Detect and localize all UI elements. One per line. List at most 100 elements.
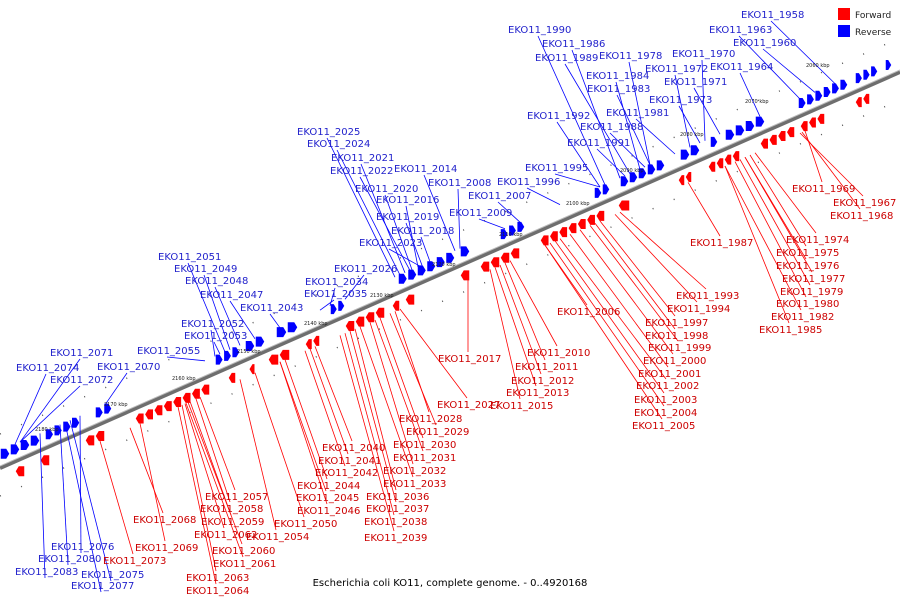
reverse-gene-label: EKO11_2052 [181, 319, 244, 330]
reverse-gene-label: EKO11_1971 [664, 77, 727, 88]
forward-gene-label: EKO11_2038 [364, 517, 427, 528]
forward-gene-block [708, 161, 716, 172]
reverse-gene-label: EKO11_2053 [184, 331, 247, 342]
reverse-gene-block [647, 164, 656, 175]
forward-gene-block [154, 405, 163, 416]
reverse-gene-block [832, 83, 839, 94]
forward-gene-block [778, 130, 786, 141]
reverse-gene-label: EKO11_2026 [334, 264, 397, 275]
forward-gene-connector [379, 317, 424, 439]
reverse-gene-label: EKO11_2008 [428, 178, 491, 189]
forward-gene-label: EKO11_2004 [634, 408, 697, 419]
forward-gene-label: EKO11_2011 [515, 362, 578, 373]
forward-gene-block [587, 214, 595, 225]
reverse-gene-label: EKO11_2074 [16, 363, 79, 374]
reverse-gene-label: EKO11_1983 [587, 84, 650, 95]
kbp-mark-label: 2140 kbp [304, 321, 328, 327]
reverse-gene-block [629, 172, 638, 183]
forward-gene-block [480, 261, 490, 272]
forward-gene-block [460, 270, 470, 281]
forward-gene-connector [344, 333, 395, 516]
reverse-gene-block [815, 90, 823, 101]
forward-gene-label: EKO11_1994 [667, 304, 730, 315]
reverse-gene-block [594, 187, 602, 198]
forward-gene-label: EKO11_2029 [406, 427, 469, 438]
reverse-gene-connector [79, 415, 82, 554]
forward-gene-block [249, 364, 255, 375]
forward-gene-connector [177, 406, 217, 585]
reverse-gene-connector [187, 262, 226, 353]
reverse-gene-label: EKO11_1986 [542, 39, 605, 50]
reverse-gene-label: EKO11_2049 [174, 264, 237, 275]
reverse-gene-block [408, 269, 417, 280]
reverse-gene-label: EKO11_1964 [710, 62, 773, 73]
reverse-gene-block [690, 145, 700, 156]
forward-gene-label: EKO11_1993 [676, 291, 739, 302]
forward-gene-block [40, 455, 50, 466]
legend: Forward Reverse [838, 8, 892, 38]
forward-gene-block [685, 172, 692, 183]
reverse-gene-block [10, 444, 20, 455]
kbp-mark-label: 2060 kbp [806, 63, 830, 69]
reverse-gene-connector [229, 300, 256, 340]
forward-gene-connector [801, 131, 861, 210]
forward-gene-connector [199, 396, 236, 491]
reverse-gene-label: EKO11_1958 [741, 10, 804, 21]
forward-gene-label: EKO11_2045 [296, 493, 359, 504]
reverse-gene-connector [69, 420, 112, 582]
reverse-gene-block [638, 168, 647, 179]
forward-gene-label: EKO11_2057 [205, 492, 268, 503]
forward-gene-connector [239, 379, 277, 531]
reverse-gene-label: EKO11_2007 [468, 191, 531, 202]
reverse-gene-block [885, 60, 892, 71]
forward-gene-connector [494, 267, 537, 387]
reverse-gene-connector [423, 174, 456, 251]
forward-gene-block [618, 200, 630, 211]
reverse-gene-block [45, 429, 53, 440]
reverse-gene-label: EKO11_1970 [672, 49, 735, 60]
forward-gene-connector [399, 308, 468, 399]
reverse-gene-block [656, 160, 665, 171]
reverse-gene-label: EKO11_2055 [137, 346, 200, 357]
forward-gene-block [568, 223, 577, 234]
reverse-gene-label: EKO11_2019 [376, 212, 439, 223]
reverse-gene-block [287, 322, 298, 333]
reverse-gene-block [500, 229, 508, 240]
forward-gene-connector [354, 328, 397, 491]
kbp-mark-label: 2180 kbp [35, 427, 59, 433]
forward-gene-block [173, 397, 182, 408]
forward-gene-connector [349, 330, 397, 503]
reverse-gene-block [745, 121, 755, 131]
forward-gene-connector [749, 154, 807, 247]
forward-gene-label: EKO11_2042 [315, 468, 378, 479]
forward-gene-block [559, 227, 568, 238]
reverse-gene-connector [14, 373, 47, 445]
reverse-gene-connector [738, 35, 801, 100]
forward-gene-label: EKO11_2002 [636, 381, 699, 392]
figure-caption: Escherichia coli KO11, complete genome. … [312, 578, 588, 589]
forward-gene-label: EKO11_1999 [648, 343, 711, 354]
forward-gene-label: EKO11_2064 [186, 586, 249, 597]
kbp-marks: 2060 kbp 2070 kbp 2080 kbp 2090 kbp 2100 kbp… [35, 63, 830, 433]
kbp-mark-label: 2110 kbp [499, 232, 523, 238]
reverse-gene-connector [635, 118, 676, 155]
forward-gene-label: EKO11_1980 [776, 299, 839, 310]
reverse-gene-block [446, 252, 455, 263]
forward-gene-connector [284, 359, 328, 480]
forward-gene-connector [589, 225, 679, 342]
reverse-gene-connector [360, 163, 406, 273]
forward-gene-label: EKO11_2001 [638, 369, 701, 380]
forward-gene-connector [139, 423, 166, 542]
forward-gene-label: EKO11_2058 [200, 504, 263, 515]
forward-gene-label: EKO11_2073 [103, 556, 166, 567]
forward-gene-block [855, 97, 862, 108]
forward-gene-connector [304, 350, 346, 467]
reverse-gene-block [72, 417, 80, 428]
reverse-gene-connector [359, 176, 411, 271]
forward-gene-block [95, 431, 105, 441]
forward-gene-label: EKO11_2044 [297, 481, 360, 492]
reverse-gene-connector [616, 94, 651, 166]
forward-gene-connector [549, 242, 665, 407]
forward-gene-block [145, 409, 153, 420]
reverse-gene-label: EKO11_2023 [359, 238, 422, 249]
